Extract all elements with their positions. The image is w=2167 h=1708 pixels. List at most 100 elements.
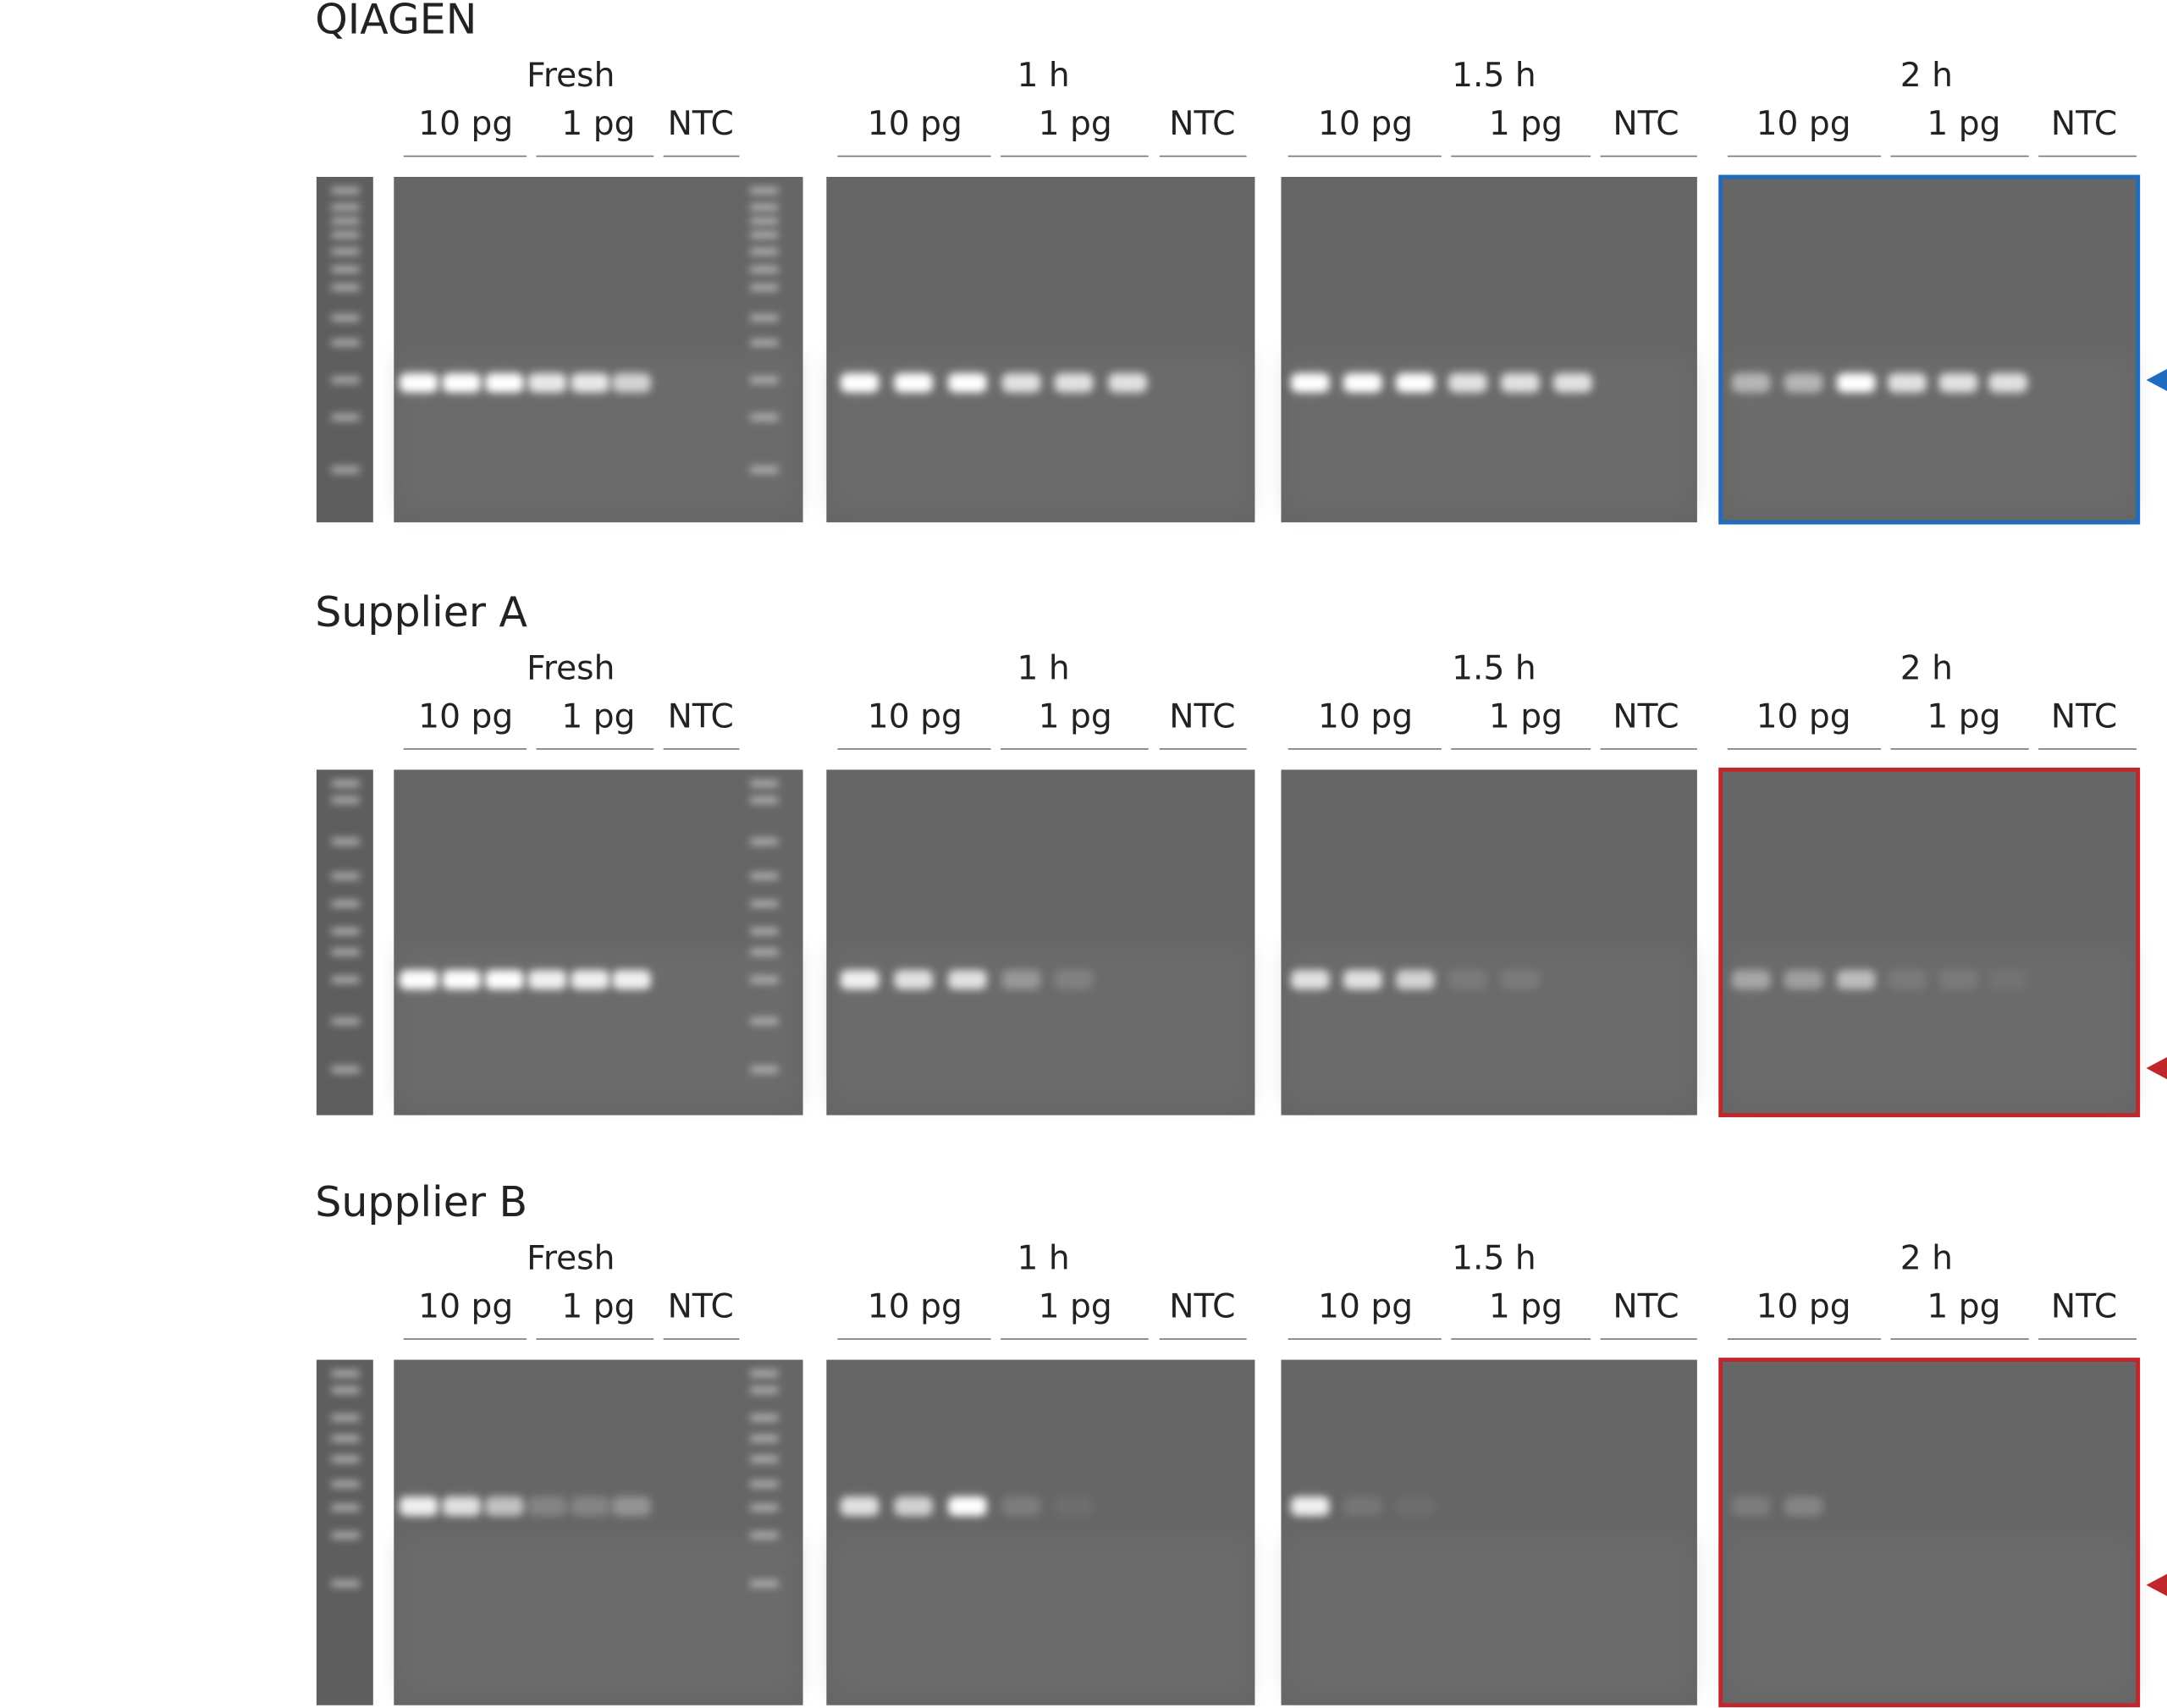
ladder-band: [331, 873, 360, 879]
pcr-band: [1888, 970, 1927, 989]
pcr-band: [1395, 1496, 1435, 1517]
ladder-band: [750, 267, 779, 273]
ladder-band: [331, 1414, 360, 1421]
lane-label: NTC: [1169, 697, 1235, 736]
pcr-band: [1938, 970, 1978, 989]
gel-highlight: [1718, 1358, 2141, 1708]
ladder-band: [750, 315, 779, 321]
ladder-band: [750, 1414, 779, 1421]
lane-label: NTC: [668, 697, 734, 736]
pcr-band: [485, 970, 524, 989]
pcr-band: [442, 1496, 482, 1517]
lane-label: 1 pg: [561, 1288, 635, 1326]
band-arrow: [2146, 1573, 2167, 1596]
lane-label: NTC: [1613, 697, 1679, 736]
ladder-band: [750, 873, 779, 879]
pcr-band: [840, 1496, 879, 1517]
pcr-band: [1290, 372, 1330, 393]
time-label: 1.5 h: [1452, 57, 1536, 95]
time-label: Fresh: [527, 649, 615, 687]
ladder-band: [750, 1481, 779, 1487]
time-label: 1 h: [1017, 1240, 1070, 1278]
lane-label: 10 pg: [868, 1288, 962, 1326]
lane-label: 1 pg: [561, 105, 635, 143]
ladder-band: [750, 1504, 779, 1511]
ladder-band: [331, 204, 360, 211]
gel-highlight: [1718, 174, 2141, 525]
pcr-band: [1784, 1496, 1823, 1517]
pcr-band: [527, 1496, 567, 1517]
lane-label: 10 pg: [1318, 105, 1413, 143]
pcr-band: [1054, 970, 1094, 989]
gel-haze: [1288, 1539, 1690, 1692]
lane-label: 10 pg: [418, 1288, 513, 1326]
panel-title: QIAGEN: [315, 0, 477, 44]
pcr-band: [948, 970, 987, 989]
ladder-lane: [316, 769, 373, 1116]
lane-label: 10 pg: [418, 105, 513, 143]
ladder-band: [750, 1580, 779, 1587]
pcr-band: [1501, 372, 1540, 393]
pcr-band: [1054, 1496, 1094, 1517]
lane-label: 10 pg: [868, 105, 962, 143]
ladder-band: [331, 218, 360, 224]
ladder-band: [331, 977, 360, 983]
pcr-band: [612, 970, 651, 989]
pcr-band: [1343, 1496, 1382, 1517]
pcr-band: [1054, 372, 1094, 393]
lane-label: NTC: [1613, 1288, 1679, 1326]
lane-label: 1 pg: [561, 697, 635, 736]
lane-label: 10 pg: [868, 697, 962, 736]
pcr-band: [894, 372, 934, 393]
lane-label: NTC: [2051, 105, 2117, 143]
ladder-band: [331, 928, 360, 934]
ladder-band: [750, 414, 779, 421]
pcr-band: [1988, 372, 2028, 393]
pcr-band: [612, 1496, 651, 1517]
lane-label: 10 pg: [1756, 697, 1851, 736]
lane-label: 10 pg: [1318, 697, 1413, 736]
ladder-band: [331, 949, 360, 956]
time-label: 1 h: [1017, 649, 1070, 687]
pcr-band: [1501, 970, 1540, 989]
lane-label: NTC: [1169, 105, 1235, 143]
time-label: 2 h: [1900, 57, 1953, 95]
lane-label: 10 pg: [1756, 105, 1851, 143]
lane-label: 1 pg: [1489, 105, 1563, 143]
pcr-band: [1938, 372, 1978, 393]
pcr-band: [1731, 970, 1771, 989]
pcr-band: [571, 1496, 609, 1517]
pcr-band: [612, 372, 651, 393]
pcr-band: [1290, 970, 1330, 989]
pcr-band: [840, 970, 879, 989]
band-arrow: [2146, 1057, 2167, 1080]
lane-label: 1 pg: [1039, 697, 1112, 736]
ladder-band: [331, 315, 360, 321]
time-label: Fresh: [527, 57, 615, 95]
time-label: 1.5 h: [1452, 649, 1536, 687]
pcr-band: [1784, 970, 1823, 989]
ladder-band: [331, 248, 360, 255]
pcr-band: [840, 372, 879, 393]
pcr-band: [442, 970, 482, 989]
time-label: 2 h: [1900, 649, 1953, 687]
pcr-band: [527, 970, 567, 989]
lane-label: NTC: [2051, 697, 2117, 736]
ladder-band: [750, 232, 779, 238]
lane-label: 1 pg: [1489, 1288, 1563, 1326]
ladder-band: [331, 414, 360, 421]
pcr-band: [399, 372, 438, 393]
ladder-band: [331, 1481, 360, 1487]
pcr-band: [948, 1496, 987, 1517]
ladder-band: [750, 1066, 779, 1072]
gel-haze: [833, 949, 1249, 1102]
lane-label: 1 pg: [1489, 697, 1563, 736]
ladder-band: [331, 901, 360, 907]
ladder-band: [750, 949, 779, 956]
ladder-band: [331, 1580, 360, 1587]
ladder-band: [750, 339, 779, 346]
pcr-band: [1448, 372, 1487, 393]
ladder-band: [331, 377, 360, 383]
ladder-band: [331, 1456, 360, 1463]
lane-label: NTC: [668, 1288, 734, 1326]
